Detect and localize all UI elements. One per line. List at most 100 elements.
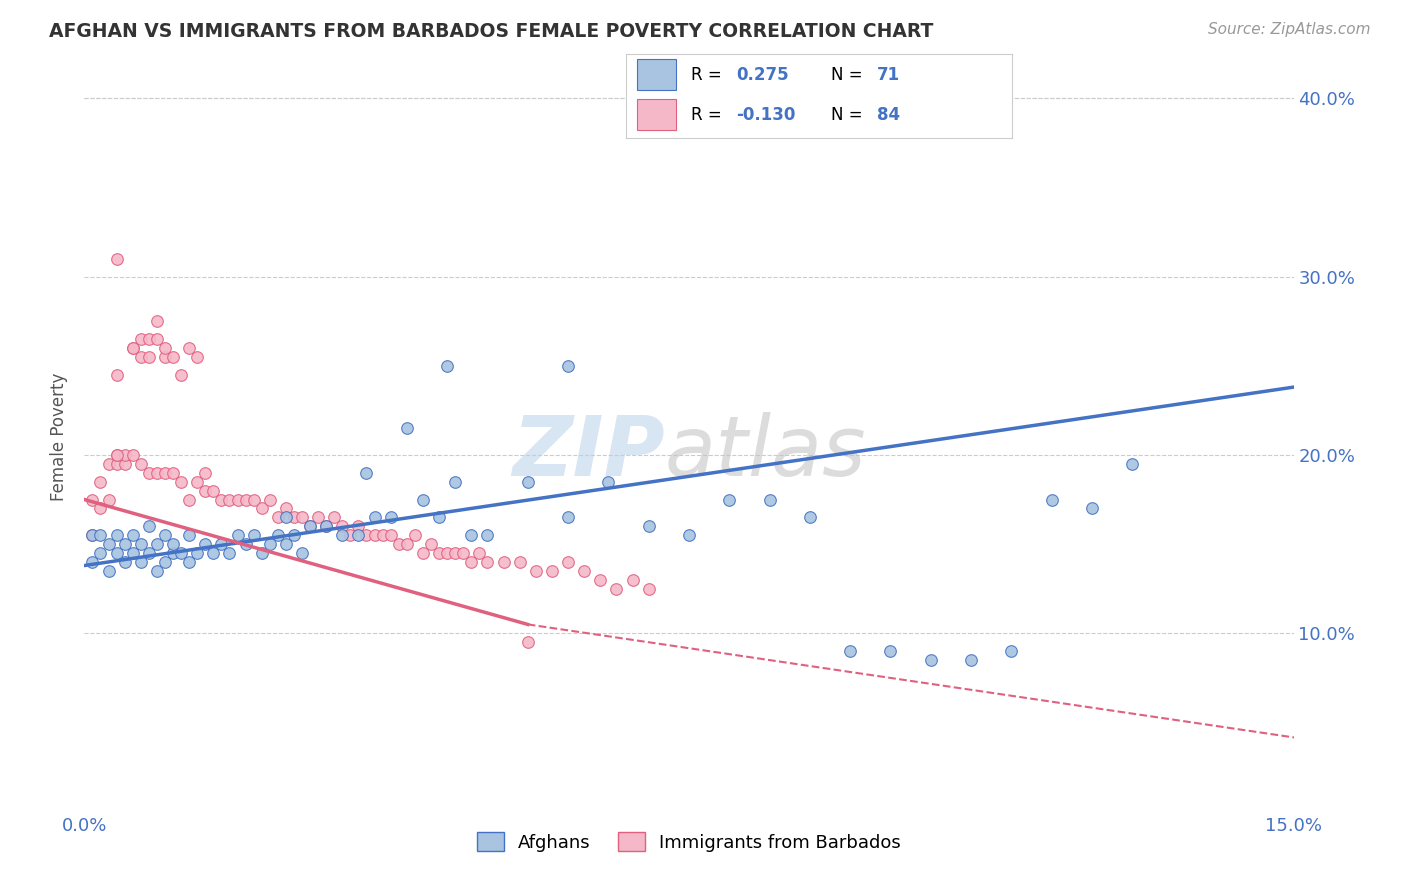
Text: Source: ZipAtlas.com: Source: ZipAtlas.com — [1208, 22, 1371, 37]
Point — [404, 528, 426, 542]
Point — [283, 510, 305, 524]
Point — [121, 528, 143, 542]
Point — [589, 573, 612, 587]
Point — [1040, 492, 1063, 507]
Point — [170, 546, 193, 560]
Point — [138, 546, 160, 560]
Point — [82, 555, 104, 569]
Point — [395, 537, 418, 551]
Point — [153, 350, 176, 364]
Point — [138, 519, 160, 533]
Point — [242, 528, 264, 542]
Point — [121, 341, 143, 355]
Point — [267, 510, 290, 524]
Point — [444, 475, 467, 489]
Bar — [637, 99, 676, 130]
Point — [105, 546, 128, 560]
Point — [179, 492, 201, 507]
Point — [162, 537, 184, 551]
Point — [153, 555, 176, 569]
Point — [347, 528, 370, 542]
Point — [82, 528, 104, 542]
Point — [283, 528, 305, 542]
Point — [105, 448, 128, 462]
Point — [460, 528, 482, 542]
Point — [138, 466, 160, 480]
Point — [274, 537, 297, 551]
Point — [105, 528, 128, 542]
Point — [209, 537, 232, 551]
Point — [89, 528, 111, 542]
Point — [524, 564, 547, 578]
Point — [114, 555, 136, 569]
Point — [557, 359, 579, 373]
Point — [451, 546, 474, 560]
Point — [427, 510, 450, 524]
Point — [129, 350, 152, 364]
Point — [235, 492, 257, 507]
Text: atlas: atlas — [665, 411, 866, 492]
Point — [129, 537, 152, 551]
Legend: Afghans, Immigrants from Barbados: Afghans, Immigrants from Barbados — [470, 825, 908, 859]
Point — [121, 341, 143, 355]
Text: -0.130: -0.130 — [735, 105, 796, 123]
Point — [226, 528, 249, 542]
Point — [114, 537, 136, 551]
Point — [356, 466, 378, 480]
Point — [138, 332, 160, 346]
Point — [839, 644, 862, 658]
Point — [89, 501, 111, 516]
Point — [202, 483, 225, 498]
Point — [170, 475, 193, 489]
Point — [186, 350, 208, 364]
Point — [621, 573, 644, 587]
Point — [170, 368, 193, 382]
Point — [153, 341, 176, 355]
Point — [799, 510, 821, 524]
Point — [371, 528, 394, 542]
Point — [436, 546, 458, 560]
Point — [274, 501, 297, 516]
Point — [420, 537, 443, 551]
Point — [637, 519, 659, 533]
Point — [412, 546, 434, 560]
Point — [179, 528, 201, 542]
Point — [146, 332, 169, 346]
Point — [186, 475, 208, 489]
Point — [315, 519, 337, 533]
Point — [637, 582, 659, 596]
Point — [146, 537, 169, 551]
Point — [105, 368, 128, 382]
Point — [509, 555, 531, 569]
Text: 0.275: 0.275 — [735, 66, 789, 84]
Point — [121, 546, 143, 560]
Point — [153, 466, 176, 480]
Text: 84: 84 — [877, 105, 900, 123]
Point — [146, 314, 169, 328]
Y-axis label: Female Poverty: Female Poverty — [51, 373, 69, 501]
Point — [920, 653, 942, 667]
Point — [146, 564, 169, 578]
Point — [194, 483, 217, 498]
Text: R =: R = — [692, 66, 727, 84]
Point — [758, 492, 780, 507]
Point — [226, 492, 249, 507]
Bar — [637, 60, 676, 90]
Text: N =: N = — [831, 105, 868, 123]
Point — [678, 528, 700, 542]
Text: AFGHAN VS IMMIGRANTS FROM BARBADOS FEMALE POVERTY CORRELATION CHART: AFGHAN VS IMMIGRANTS FROM BARBADOS FEMAL… — [49, 22, 934, 41]
Point — [1121, 457, 1143, 471]
Point — [363, 528, 385, 542]
Point — [129, 457, 152, 471]
Point — [259, 492, 281, 507]
Point — [492, 555, 515, 569]
Point — [605, 582, 627, 596]
Point — [202, 546, 225, 560]
Text: ZIP: ZIP — [512, 411, 665, 492]
Point — [179, 555, 201, 569]
Point — [250, 546, 273, 560]
Point — [162, 350, 184, 364]
Point — [468, 546, 491, 560]
Point — [395, 421, 418, 435]
Point — [516, 635, 538, 649]
